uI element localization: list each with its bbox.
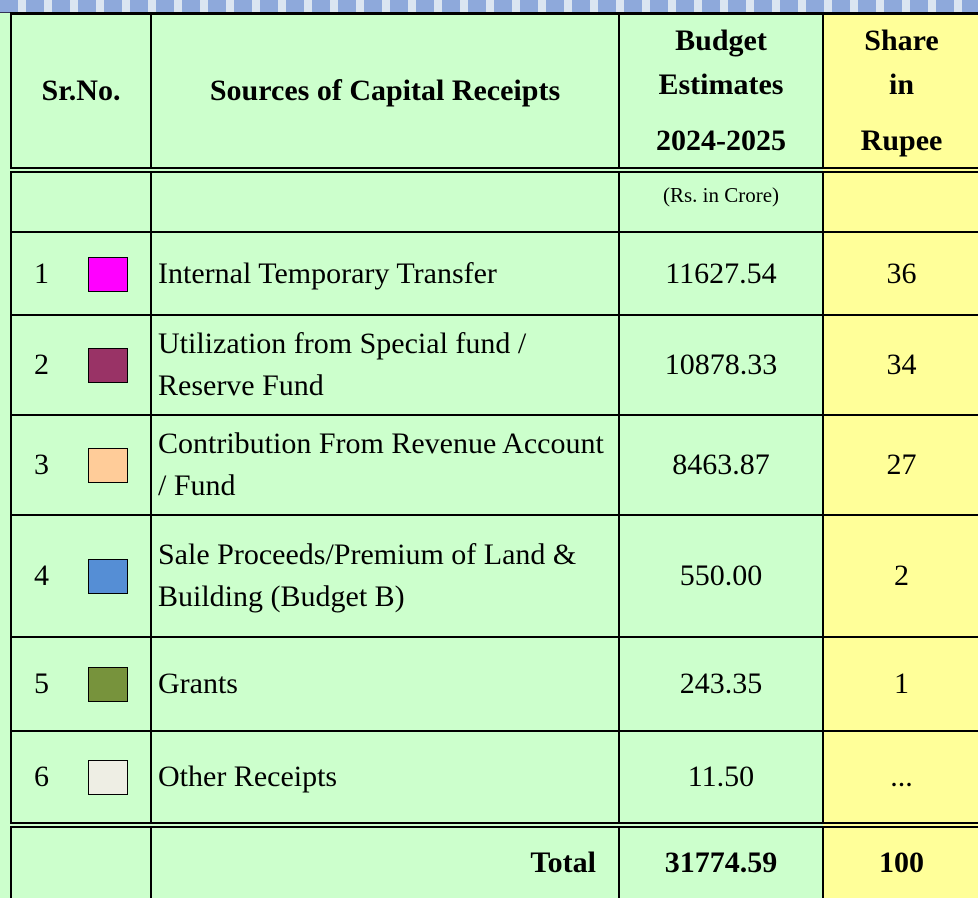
share: 2 xyxy=(822,514,978,638)
header-budget: Budget Estimates 2024-2025 xyxy=(618,12,824,173)
sr-no: 3 xyxy=(10,414,152,516)
data-row: 1 Internal Temporary Transfer 11627.54 36 xyxy=(10,231,978,316)
header-line: Budget xyxy=(675,24,767,57)
data-row: 2 Utilization from Special fund / Reserve… xyxy=(10,314,978,416)
sr-text: 1 xyxy=(34,256,49,290)
share: 36 xyxy=(822,231,978,316)
share: 34 xyxy=(822,314,978,416)
color-swatch xyxy=(88,760,128,795)
source: Contribution From Revenue Account / Fund xyxy=(150,414,620,516)
sr-no: 1 xyxy=(10,231,152,316)
share: 27 xyxy=(822,414,978,516)
unit: (Rs. in Crore) xyxy=(618,169,824,233)
sr-text: 6 xyxy=(34,760,49,793)
sr-no: 5 xyxy=(10,636,152,732)
header-line: Estimates xyxy=(658,68,784,101)
cell xyxy=(10,169,152,233)
receipts-table: Sr.No. Sources of Capital Receipts Budge… xyxy=(10,12,978,898)
data-row: 5 Grants 243.35 1 xyxy=(10,636,978,732)
cell xyxy=(150,169,620,233)
amount: 11.50 xyxy=(618,730,824,826)
share: 1 xyxy=(822,636,978,732)
header-sr: Sr.No. xyxy=(10,12,152,173)
sr-no: 6 xyxy=(10,730,152,826)
sr-no: 4 xyxy=(10,514,152,638)
data-row: 4 Sale Proceeds/Premium of Land & Buildin… xyxy=(10,514,978,638)
color-swatch xyxy=(88,256,128,292)
total-share: 100 xyxy=(822,822,978,898)
cell xyxy=(822,169,978,233)
source: Internal Temporary Transfer xyxy=(150,231,620,316)
amount: 243.35 xyxy=(618,636,824,732)
source: Utilization from Special fund / Reserve … xyxy=(150,314,620,416)
header-line: in xyxy=(888,68,915,101)
source: Other Receipts xyxy=(150,730,620,826)
total-label: Total xyxy=(150,822,620,898)
sr-text: 2 xyxy=(34,348,49,381)
header-line: 2024-2025 xyxy=(656,124,786,157)
color-swatch xyxy=(88,348,128,383)
header-row: Sr.No. Sources of Capital Receipts Budge… xyxy=(10,12,978,173)
amount: 8463.87 xyxy=(618,414,824,516)
header-line: Rupee xyxy=(860,124,943,157)
share: ... xyxy=(822,730,978,826)
total-row: Total 31774.59 100 xyxy=(10,822,978,898)
header-line: Share xyxy=(864,24,939,57)
source: Grants xyxy=(150,636,620,732)
cell xyxy=(10,822,152,898)
amount: 10878.33 xyxy=(618,314,824,416)
sr-no: 2 xyxy=(10,314,152,416)
amount: 550.00 xyxy=(618,514,824,638)
header-source: Sources of Capital Receipts xyxy=(150,12,620,173)
color-swatch xyxy=(88,667,128,702)
color-swatch xyxy=(88,559,128,594)
data-row: 6 Other Receipts 11.50... xyxy=(10,730,978,826)
data-row: 3 Contribution From Revenue Account / Fun… xyxy=(10,414,978,516)
sr-text: 3 xyxy=(34,448,49,481)
sr-text: 5 xyxy=(34,667,49,700)
header-share: Share in Rupee xyxy=(822,12,978,173)
amount: 11627.54 xyxy=(618,231,824,316)
top-strip xyxy=(0,0,978,13)
unit-row: (Rs. in Crore) xyxy=(10,169,978,233)
color-swatch xyxy=(88,448,128,483)
total-amount: 31774.59 xyxy=(618,822,824,898)
source: Sale Proceeds/Premium of Land & Building… xyxy=(150,514,620,638)
sr-text: 4 xyxy=(34,559,49,592)
